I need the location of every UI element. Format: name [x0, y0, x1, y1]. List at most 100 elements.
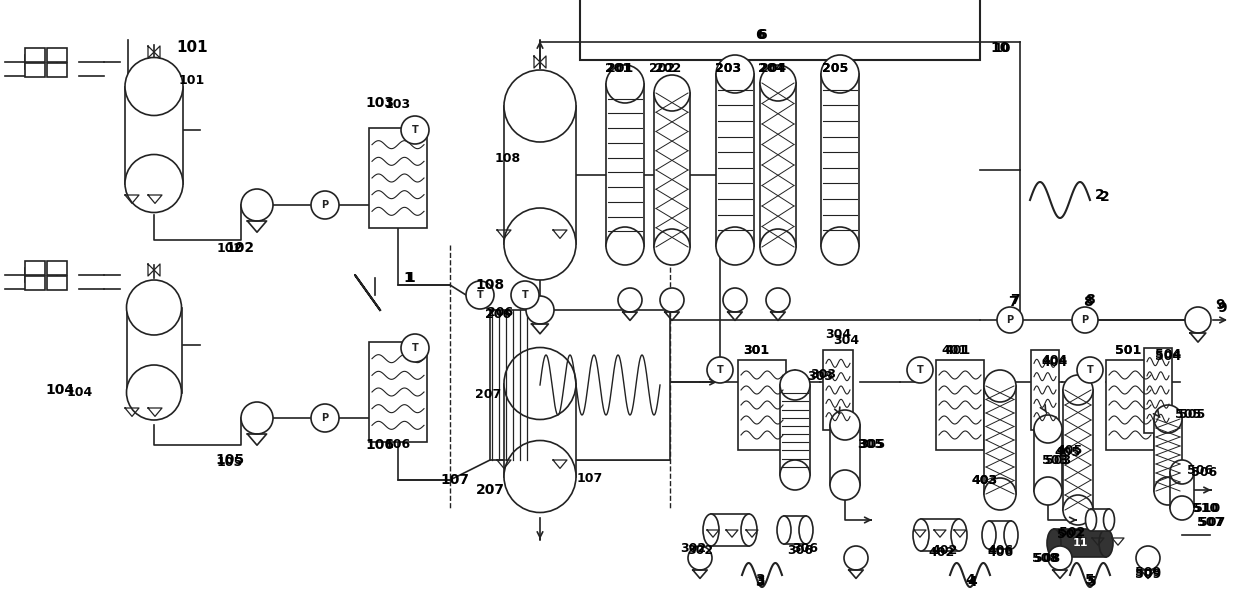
Circle shape — [1185, 307, 1211, 333]
Bar — [936, 360, 985, 450]
Circle shape — [401, 334, 429, 362]
Text: 306: 306 — [792, 542, 818, 554]
Text: 401: 401 — [945, 344, 971, 356]
Text: 204: 204 — [760, 62, 786, 74]
Bar — [1106, 360, 1154, 450]
Text: 202: 202 — [655, 62, 681, 74]
Ellipse shape — [1171, 496, 1194, 520]
Circle shape — [241, 402, 273, 434]
Ellipse shape — [913, 519, 929, 551]
Bar — [760, 83, 796, 247]
Text: 305: 305 — [857, 439, 883, 452]
Ellipse shape — [821, 55, 859, 93]
Text: 402: 402 — [929, 545, 955, 559]
Text: P: P — [1081, 315, 1089, 325]
Text: T: T — [522, 290, 528, 300]
Text: P: P — [321, 200, 329, 210]
Ellipse shape — [982, 521, 996, 549]
Ellipse shape — [799, 516, 813, 544]
Text: 205: 205 — [822, 62, 848, 74]
Circle shape — [311, 404, 339, 432]
Text: 104: 104 — [46, 383, 74, 397]
Ellipse shape — [715, 55, 754, 93]
Bar — [25, 261, 45, 275]
Text: 1: 1 — [403, 271, 413, 285]
Bar — [715, 74, 754, 246]
Text: 509: 509 — [1135, 567, 1161, 579]
Text: 507: 507 — [1197, 515, 1223, 528]
Circle shape — [241, 189, 273, 221]
Text: 502: 502 — [1056, 528, 1083, 542]
Text: 5: 5 — [1087, 575, 1097, 589]
Text: P: P — [321, 413, 329, 423]
Text: 4: 4 — [967, 575, 977, 589]
Circle shape — [766, 288, 790, 312]
Text: 9: 9 — [1218, 301, 1226, 315]
Text: T: T — [717, 365, 723, 375]
Text: 504: 504 — [1154, 350, 1182, 364]
Text: 101: 101 — [179, 74, 205, 86]
Ellipse shape — [1171, 460, 1194, 484]
Text: 201: 201 — [606, 62, 634, 74]
Bar — [653, 93, 689, 247]
Text: 8: 8 — [1083, 295, 1092, 309]
Bar — [47, 48, 67, 62]
Text: 105: 105 — [216, 453, 244, 467]
Text: 505: 505 — [1179, 408, 1205, 422]
Ellipse shape — [715, 227, 754, 265]
Ellipse shape — [780, 370, 810, 400]
Text: 207: 207 — [475, 388, 501, 402]
Ellipse shape — [1099, 529, 1114, 557]
Text: 7: 7 — [1011, 293, 1019, 307]
Bar — [125, 86, 184, 184]
Circle shape — [723, 288, 746, 312]
Ellipse shape — [951, 519, 967, 551]
Bar — [490, 310, 670, 460]
Text: 302: 302 — [687, 544, 713, 556]
Text: T: T — [1086, 365, 1094, 375]
Bar — [1171, 472, 1194, 508]
Ellipse shape — [742, 514, 756, 546]
Text: 9: 9 — [1215, 298, 1225, 312]
Ellipse shape — [1154, 477, 1182, 505]
Bar — [821, 74, 859, 246]
Bar — [370, 342, 427, 442]
Circle shape — [688, 546, 712, 570]
Text: 102: 102 — [217, 242, 243, 254]
Text: 107: 107 — [440, 473, 470, 487]
Text: 103: 103 — [366, 96, 394, 110]
Bar — [1034, 429, 1061, 491]
Bar — [47, 261, 67, 275]
Text: 301: 301 — [743, 344, 769, 356]
Bar — [370, 128, 427, 228]
Circle shape — [660, 288, 684, 312]
Text: 304: 304 — [833, 333, 859, 347]
Text: 6: 6 — [758, 28, 766, 42]
Text: 10: 10 — [991, 41, 1009, 55]
Bar — [921, 519, 959, 551]
Text: 503: 503 — [1045, 454, 1071, 466]
Text: 301: 301 — [743, 344, 769, 356]
Text: 4: 4 — [965, 573, 975, 587]
Text: 406: 406 — [987, 545, 1013, 559]
Text: 206: 206 — [485, 309, 511, 321]
Text: 510: 510 — [1194, 501, 1220, 515]
Text: 504: 504 — [1154, 349, 1182, 362]
Ellipse shape — [777, 516, 791, 544]
Bar — [780, 385, 810, 475]
Ellipse shape — [125, 155, 184, 213]
Text: 509: 509 — [1135, 568, 1161, 582]
Bar — [1091, 509, 1109, 531]
Bar — [1030, 350, 1059, 430]
Ellipse shape — [760, 229, 796, 265]
Text: 3: 3 — [755, 575, 765, 589]
Ellipse shape — [503, 440, 577, 513]
Bar — [503, 384, 577, 477]
Text: 104: 104 — [67, 385, 93, 399]
Text: 10: 10 — [993, 42, 1011, 54]
Text: 108: 108 — [495, 152, 521, 164]
Text: 107: 107 — [577, 472, 603, 484]
Circle shape — [1136, 546, 1159, 570]
Text: 3: 3 — [755, 573, 765, 587]
Text: 105: 105 — [217, 455, 243, 469]
